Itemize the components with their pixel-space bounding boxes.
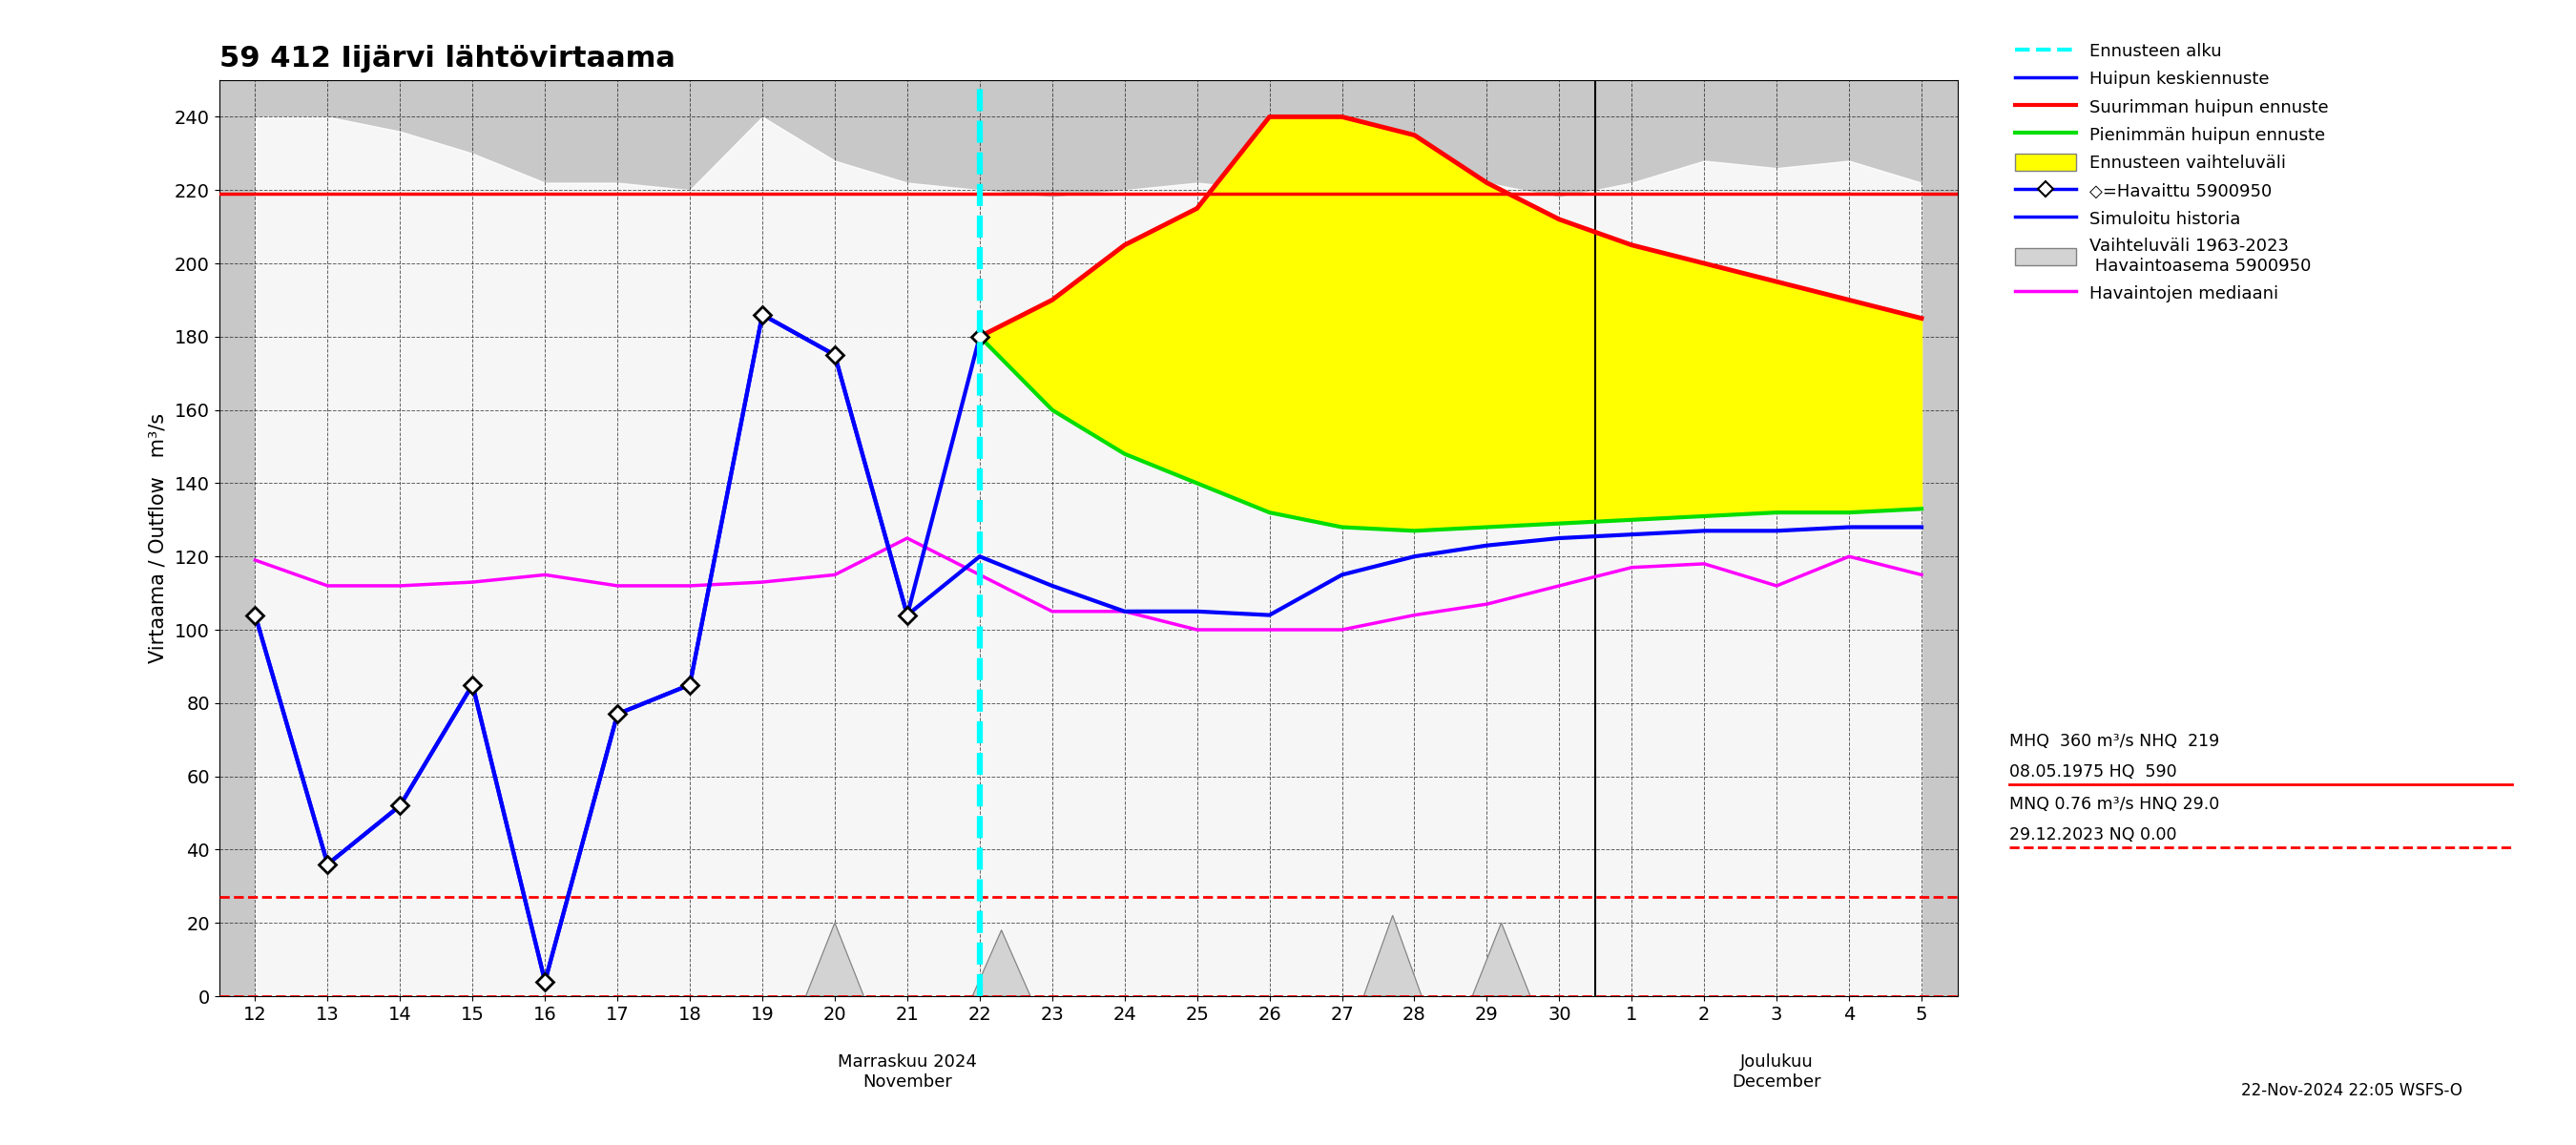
Polygon shape (806, 923, 863, 996)
Text: MHQ  360 m³/s NHQ  219: MHQ 360 m³/s NHQ 219 (2009, 733, 2221, 750)
Polygon shape (974, 930, 1030, 996)
Text: Marraskuu 2024
November: Marraskuu 2024 November (837, 1053, 976, 1090)
Text: 08.05.1975 HQ  590: 08.05.1975 HQ 590 (2009, 764, 2177, 781)
Polygon shape (1363, 916, 1422, 996)
Y-axis label: Virtaama / Outflow   m³/s: Virtaama / Outflow m³/s (149, 413, 167, 663)
Polygon shape (1473, 923, 1530, 996)
Text: 29.12.2023 NQ 0.00: 29.12.2023 NQ 0.00 (2009, 827, 2177, 844)
Text: MNQ 0.76 m³/s HNQ 29.0: MNQ 0.76 m³/s HNQ 29.0 (2009, 796, 2221, 813)
Text: 22-Nov-2024 22:05 WSFS-O: 22-Nov-2024 22:05 WSFS-O (2241, 1082, 2463, 1099)
Text: Joulukuu
December: Joulukuu December (1731, 1053, 1821, 1090)
Text: 59 412 Iijärvi lähtövirtaama: 59 412 Iijärvi lähtövirtaama (219, 45, 675, 72)
Legend: Ennusteen alku, Huipun keskiennuste, Suurimman huipun ennuste, Pienimmän huipun : Ennusteen alku, Huipun keskiennuste, Suu… (2004, 32, 2339, 313)
